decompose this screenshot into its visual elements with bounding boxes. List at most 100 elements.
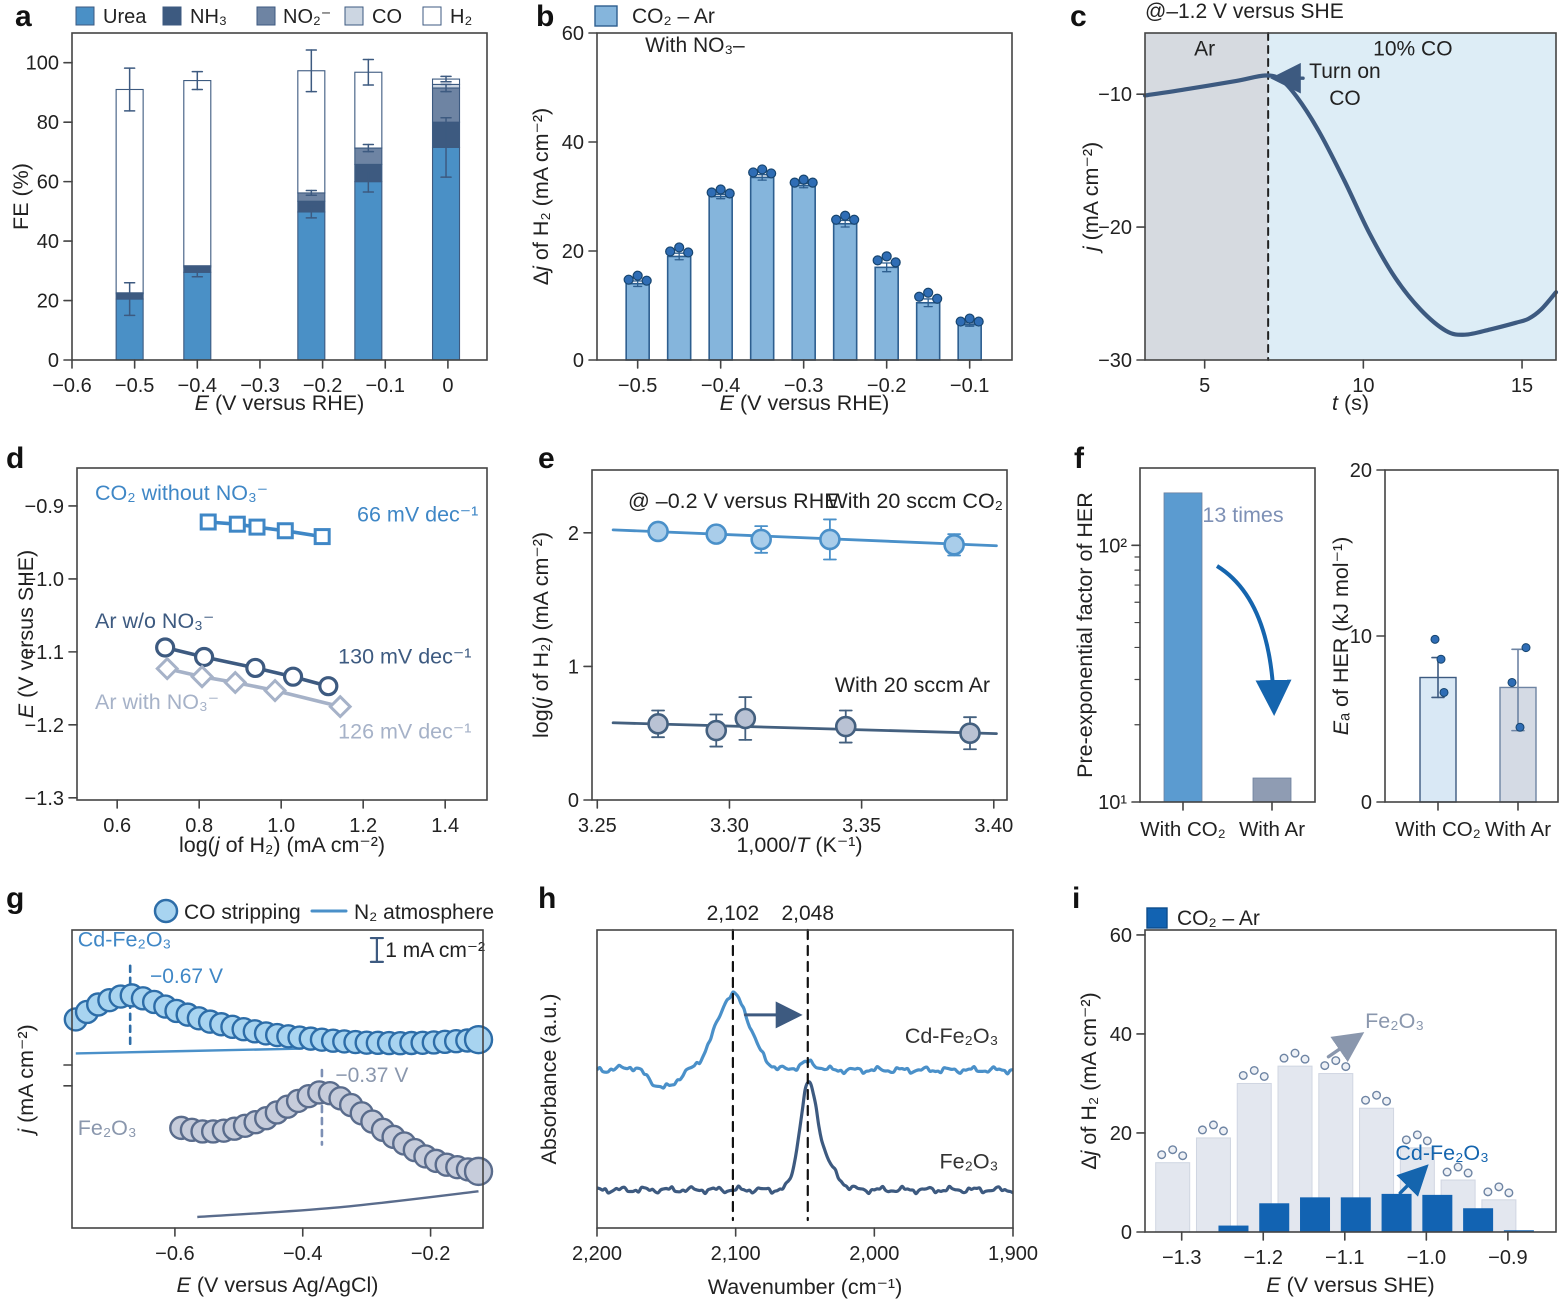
- marker: [750, 528, 772, 551]
- legend-label: CO: [372, 6, 402, 28]
- data-point: [683, 247, 694, 258]
- bar: [1503, 1230, 1534, 1232]
- bar: [666, 255, 692, 361]
- series-label: Fe₂O₃: [940, 1149, 999, 1173]
- marker: [155, 656, 180, 681]
- y-tick-label: −30: [1098, 350, 1132, 372]
- bar: [915, 301, 941, 361]
- annotation: Fe₂O₃: [1365, 1009, 1424, 1033]
- marker: [199, 513, 217, 531]
- bar: [1381, 1193, 1412, 1232]
- data-point: [1507, 677, 1517, 687]
- x-tick-label: −1.2: [1244, 1247, 1283, 1269]
- data-point: [1331, 1056, 1341, 1066]
- x-tick-label: With CO₂: [1395, 818, 1480, 841]
- y-tick-label: 0: [1121, 1222, 1132, 1244]
- y-axis-label: Eₐ of HER (kJ mol⁻¹): [1329, 537, 1353, 736]
- current-curve: [1142, 73, 1559, 337]
- legend-label: NH₃: [190, 6, 227, 28]
- axis-box: [1144, 929, 1557, 1233]
- axis-box: [596, 32, 1013, 361]
- x-tick-label: −1.3: [1162, 1247, 1201, 1269]
- y-axis-label: Δj of H₂ (mA cm⁻²): [529, 108, 553, 285]
- bar: [1422, 1194, 1453, 1232]
- bar-segment: [431, 87, 461, 123]
- data-point: [1504, 1188, 1514, 1198]
- data-point: [1483, 1187, 1493, 1197]
- axis-box: [76, 467, 488, 801]
- data-point: [674, 242, 685, 253]
- y-tick-label: 20: [37, 291, 59, 313]
- data-point: [1422, 1136, 1432, 1146]
- data-point: [1178, 1151, 1188, 1161]
- data-point: [1430, 634, 1440, 644]
- marker: [647, 713, 669, 735]
- scale-bar-label: 1 mA cm⁻²: [385, 939, 485, 962]
- marker: [959, 722, 981, 744]
- x-tick-label: 1.0: [267, 815, 295, 837]
- x-axis-label: log(j of H₂) (mA cm⁻²): [179, 833, 385, 857]
- spectrum-curve: [596, 1080, 1014, 1196]
- y-tick-label: −1.2: [25, 715, 64, 737]
- bar: [1340, 1197, 1371, 1232]
- data-point: [1300, 1054, 1310, 1064]
- marker: [248, 518, 266, 536]
- data-point: [463, 1156, 494, 1187]
- data-point: [748, 167, 759, 178]
- data-point: [1453, 1162, 1463, 1172]
- legend-label: H₂: [450, 6, 472, 28]
- panel-label-f: f: [1074, 442, 1084, 475]
- arrow-icon: [1215, 564, 1292, 716]
- x-axis-label: E (V versus Ag/AgCl): [177, 1273, 379, 1297]
- y-tick-label: 0: [1361, 792, 1372, 814]
- region-label: 10% CO: [1373, 38, 1452, 61]
- data-point: [849, 214, 860, 225]
- slope-label: 126 mV dec⁻¹: [338, 720, 471, 744]
- bar: [874, 266, 899, 361]
- x-tick-label: 0: [442, 375, 453, 397]
- x-tick-label: −1.0: [1407, 1247, 1446, 1269]
- bar-segment: [183, 271, 212, 361]
- data-point: [766, 168, 777, 179]
- panel-label-c: c: [1070, 0, 1087, 33]
- bar: [1300, 1197, 1331, 1232]
- data-point: [706, 187, 717, 198]
- data-point: [1361, 1095, 1371, 1105]
- y-tick-label: 40: [562, 132, 584, 154]
- data-point: [964, 313, 975, 324]
- data-point: [1218, 1126, 1228, 1136]
- x-tick-label: −0.4: [283, 1243, 322, 1265]
- annotation: Turn on: [1309, 60, 1381, 83]
- panel-label-g: g: [6, 882, 25, 915]
- x-axis-label: E (V versus RHE): [195, 391, 365, 415]
- x-tick-label: −0.2: [867, 375, 906, 397]
- x-tick-label: −0.2: [411, 1243, 450, 1265]
- marker: [318, 676, 339, 697]
- bar-segment: [431, 146, 461, 361]
- bar: [749, 176, 775, 361]
- x-axis-label: Wavenumber (cm⁻¹): [708, 1275, 903, 1299]
- legend-label: CO stripping: [184, 901, 301, 924]
- data-point: [955, 316, 966, 327]
- series-label: With 20 sccm CO₂: [827, 489, 1003, 513]
- y-tick-label: −1.3: [25, 788, 64, 810]
- x-tick-label: 5: [1199, 375, 1210, 397]
- axis-box: [591, 469, 1008, 801]
- legend-swatch: [162, 6, 182, 26]
- bar: [1218, 1225, 1249, 1232]
- x-tick-label: 3.40: [974, 815, 1013, 837]
- data-point: [890, 257, 901, 268]
- x-tick-label: −0.5: [115, 375, 154, 397]
- data-point: [1412, 1130, 1422, 1140]
- data-point: [881, 251, 892, 262]
- data-point: [1401, 1135, 1411, 1145]
- y-tick-label: 2: [568, 523, 579, 545]
- bar: [1252, 777, 1292, 803]
- data-point: [1259, 1071, 1269, 1081]
- region-label: Ar: [1194, 38, 1215, 61]
- y-axis-label: E (V versus SHE): [14, 550, 38, 718]
- panel-label-h: h: [538, 882, 557, 915]
- y-tick-label: 80: [37, 112, 59, 134]
- data-point: [1249, 1065, 1259, 1075]
